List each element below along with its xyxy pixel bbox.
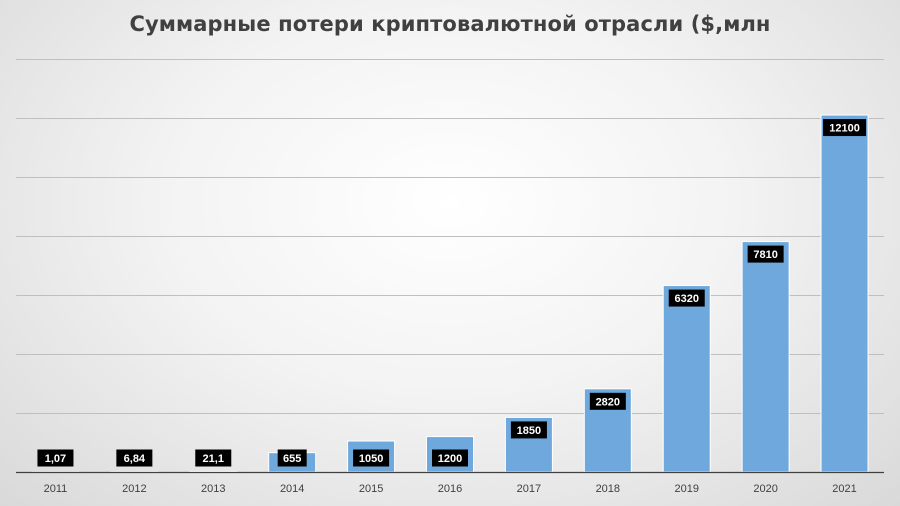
x-tick-label: 2012 <box>122 483 146 495</box>
data-label-text: 1,07 <box>45 453 66 465</box>
gridlines <box>16 59 884 414</box>
data-label-text: 21,1 <box>203 453 224 465</box>
data-label-2012: 6,84 <box>116 449 153 467</box>
data-label-background <box>277 449 307 467</box>
chart-title: Суммарные потери криптовалютной отрасли … <box>129 12 771 36</box>
x-tick-label: 2013 <box>201 483 225 495</box>
data-label-background <box>589 392 626 410</box>
data-label-2017: 1850 <box>510 421 547 439</box>
data-label-2016: 1200 <box>432 449 468 467</box>
data-label-background <box>116 449 153 467</box>
bar-2021 <box>820 114 869 473</box>
x-tick-label: 2019 <box>674 483 698 495</box>
x-tick-label: 2016 <box>438 483 462 495</box>
data-label-2021: 12100 <box>823 119 867 137</box>
data-label-text: 7810 <box>753 249 777 261</box>
data-label-text: 12100 <box>829 123 860 135</box>
x-tick-label: 2014 <box>280 483 304 495</box>
data-label-text: 6320 <box>674 293 698 305</box>
data-label-background <box>668 289 705 307</box>
x-tick-label: 2020 <box>753 483 777 495</box>
data-label-background <box>747 245 784 263</box>
data-label-background <box>353 449 390 467</box>
x-tick-label: 2011 <box>44 483 68 495</box>
data-label-text: 655 <box>283 453 301 465</box>
data-label-text: 2820 <box>596 396 620 408</box>
data-label-text: 1850 <box>517 425 541 437</box>
x-tick-label: 2018 <box>596 483 620 495</box>
bar-2019 <box>662 285 711 473</box>
data-label-2018: 2820 <box>589 392 626 410</box>
data-label-background <box>195 449 232 467</box>
data-label-background <box>37 449 74 467</box>
data-label-2019: 6320 <box>668 289 705 307</box>
data-label-2011: 1,07 <box>37 449 74 467</box>
data-label-text: 1050 <box>359 453 383 465</box>
data-label-2014: 655 <box>277 449 307 467</box>
data-label-background <box>823 119 867 137</box>
data-label-background <box>510 421 547 439</box>
x-tick-label: 2021 <box>832 483 856 495</box>
bar-2020 <box>741 241 790 473</box>
x-tick-label: 2017 <box>517 483 541 495</box>
x-axis: 2011 2012 2013 2014 2015 2016 2017 2018 2019 2020… <box>16 471 884 495</box>
data-label-2015: 1050 <box>353 449 390 467</box>
data-label-2020: 7810 <box>747 245 784 263</box>
x-tick-label: 2015 <box>359 483 383 495</box>
data-label-background <box>432 449 468 467</box>
data-label-2013: 21,1 <box>195 449 232 467</box>
bars <box>31 114 869 473</box>
data-label-text: 6,84 <box>124 453 146 465</box>
data-labels: 1,07 6,84 21,1 655 1050 1200 1850 2820 6320 7810 1… <box>37 119 867 467</box>
data-label-text: 1200 <box>438 453 462 465</box>
